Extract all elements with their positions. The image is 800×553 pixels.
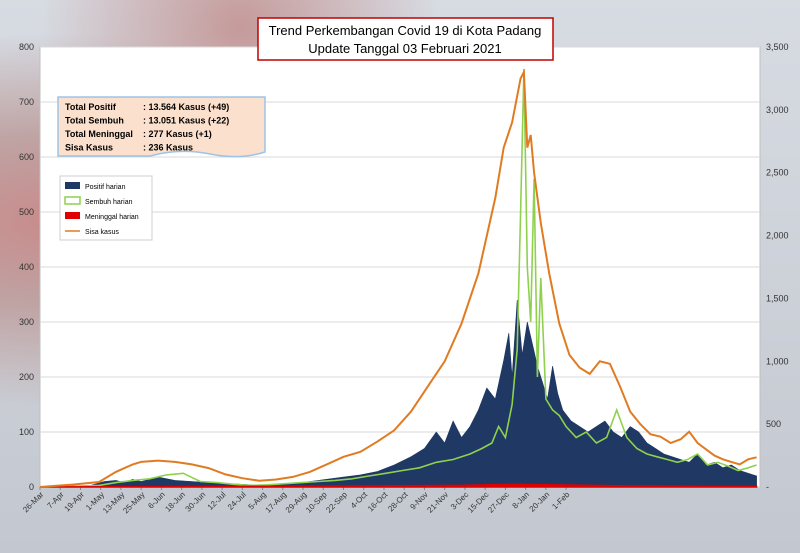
chart-subtitle: Update Tanggal 03 Februari 2021 xyxy=(308,41,501,56)
legend-swatch xyxy=(65,182,80,189)
summary-label: Total Meninggal xyxy=(65,129,133,139)
x-tick-label: 21-Nov xyxy=(425,490,450,515)
legend-swatch xyxy=(64,196,81,205)
x-tick-label: 27-Dec xyxy=(486,490,511,515)
y-right-tick-label: 2,000 xyxy=(766,231,789,241)
x-tick-label: 20-Jan xyxy=(528,490,552,514)
x-tick-label: 22-Sep xyxy=(324,490,349,515)
summary-value: : 277 Kasus (+1) xyxy=(143,129,212,139)
x-tick-label: 25-May xyxy=(121,490,146,515)
y-right-tick-label: 3,000 xyxy=(766,105,789,115)
x-tick-label: 29-Aug xyxy=(284,490,309,515)
x-tick-label: 26-Mar xyxy=(21,490,46,515)
summary-label: Total Positif xyxy=(65,102,117,112)
x-tick-label: 12-Jul xyxy=(206,490,228,512)
x-tick-label: 16-Oct xyxy=(366,490,390,514)
y-left-tick-label: 800 xyxy=(19,42,34,52)
y-right-tick-label: 500 xyxy=(766,419,781,429)
x-tick-label: 17-Aug xyxy=(264,490,289,515)
y-left-tick-label: 0 xyxy=(29,482,34,492)
legend-swatch xyxy=(65,212,80,219)
series-meninggal-harian xyxy=(39,483,758,488)
x-tick-label: 24-Jul xyxy=(226,490,248,512)
x-tick-label: 30-Jun xyxy=(184,490,208,514)
summary-label: Total Sembuh xyxy=(65,116,124,126)
summary-box xyxy=(57,96,266,158)
y-left-tick-label: 100 xyxy=(19,427,34,437)
x-tick-label: 28-Oct xyxy=(386,490,410,514)
x-tick-label: 18-Jun xyxy=(163,490,187,514)
y-left-tick-label: 400 xyxy=(19,262,34,272)
chart-title: Trend Perkembangan Covid 19 di Kota Pada… xyxy=(269,23,542,38)
legend-label: Sisa kasus xyxy=(85,229,119,236)
series-sisa-kasus xyxy=(39,68,757,488)
summary-value: : 13.051 Kasus (+22) xyxy=(143,116,229,126)
y-left-tick-label: 200 xyxy=(19,372,34,382)
y-right-tick-label: 1,500 xyxy=(766,293,789,303)
y-left-tick-label: 700 xyxy=(19,97,34,107)
y-left-tick-label: 600 xyxy=(19,152,34,162)
y-left-tick-label: 300 xyxy=(19,317,34,327)
summary-value: : 13.564 Kasus (+49) xyxy=(143,102,229,112)
legend-label: Positif harian xyxy=(85,184,126,191)
y-right-tick-label: - xyxy=(766,482,769,492)
legend-label: Meninggal harian xyxy=(85,214,139,221)
title-box xyxy=(257,17,554,61)
summary-value: : 236 Kasus xyxy=(143,143,193,153)
y-left-tick-label: 500 xyxy=(19,207,34,217)
x-tick-label: 10-Sep xyxy=(304,490,329,515)
series-sembuh-harian xyxy=(39,68,757,488)
y-right-tick-label: 2,500 xyxy=(766,168,789,178)
x-tick-label: 19-Apr xyxy=(63,490,87,514)
legend-label: Sembuh harian xyxy=(85,199,133,206)
x-tick-label: 15-Dec xyxy=(466,490,491,515)
y-right-tick-label: 3,500 xyxy=(766,42,789,52)
x-tick-label: 1-Feb xyxy=(550,490,572,512)
summary-label: Sisa Kasus xyxy=(65,143,113,153)
y-right-tick-label: 1,000 xyxy=(766,356,789,366)
